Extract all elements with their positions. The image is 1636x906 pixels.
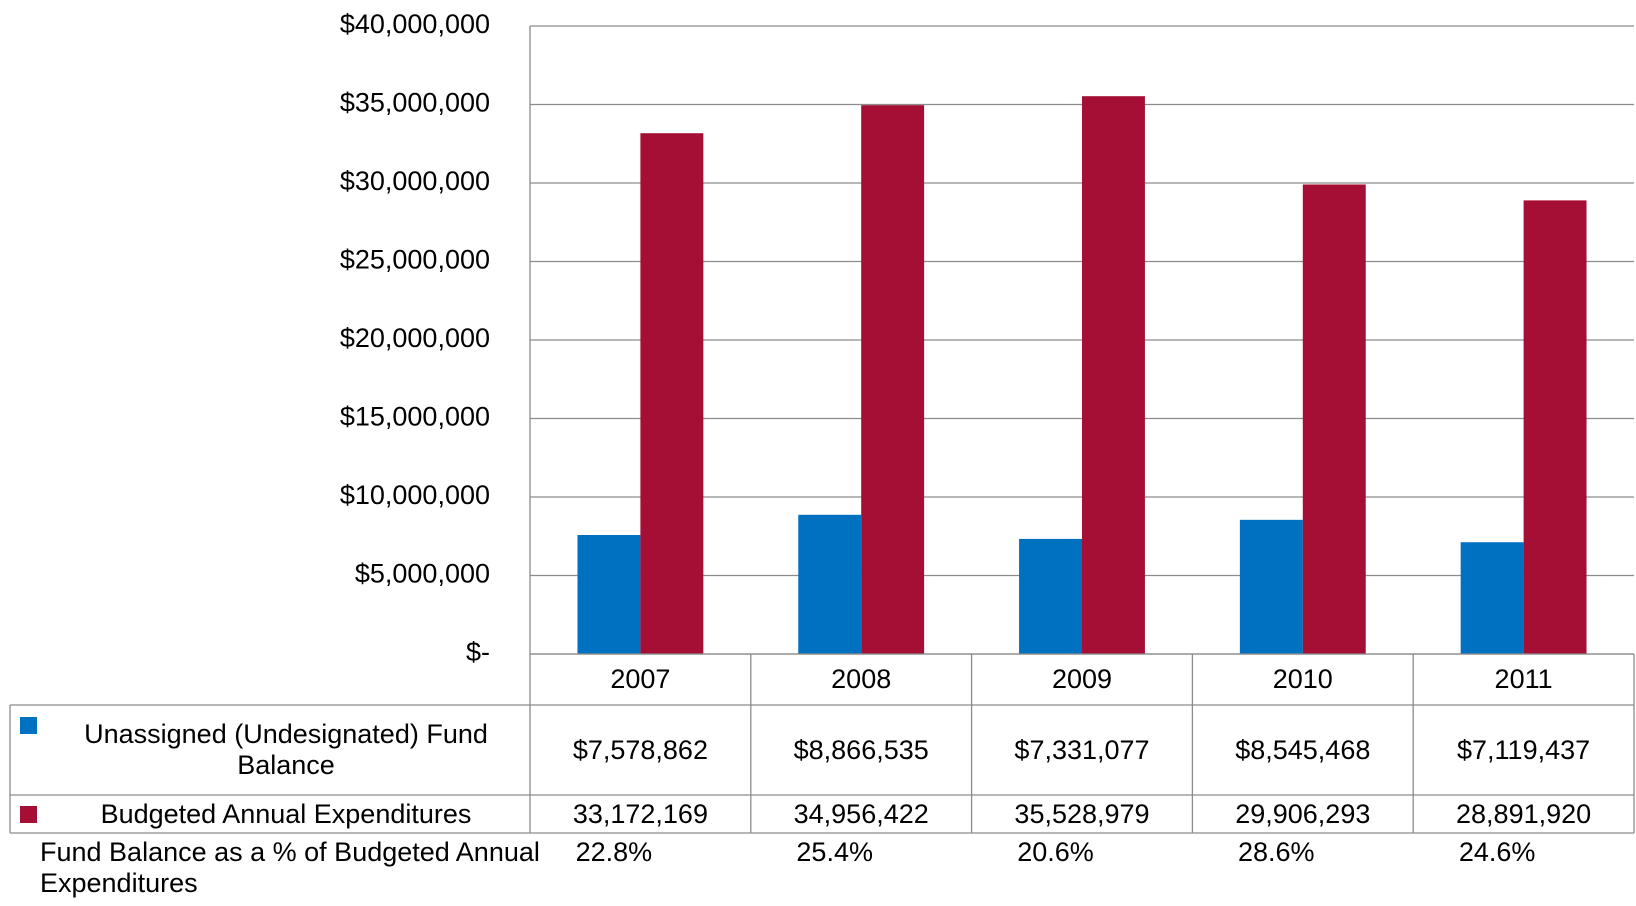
table-value: 34,956,422 (793, 798, 929, 829)
legend-label: Unassigned (Undesignated) Fund Balance (84, 719, 488, 780)
x-tick-label: 2011 (1494, 664, 1553, 694)
legend-swatch (20, 717, 37, 734)
bar (577, 535, 641, 654)
table-value: 33,172,169 (572, 798, 708, 829)
y-tick-label: $15,000,000 (340, 402, 490, 432)
y-tick-label: $35,000,000 (340, 88, 490, 118)
y-tick-label: $40,000,000 (340, 9, 490, 39)
bar (640, 133, 704, 654)
y-tick-label: $10,000,000 (340, 480, 490, 510)
table-value: 35,528,979 (1014, 798, 1150, 829)
legend-entry: Budgeted Annual Expenditures (10, 795, 530, 833)
y-tick-label: $25,000,000 (340, 245, 490, 275)
row-label: Fund Balance as a % of Budgeted Annual E… (40, 837, 540, 898)
table-value: $8,866,535 (793, 734, 929, 765)
bar (1302, 184, 1366, 655)
bar (1239, 519, 1303, 654)
legend-label: Budgeted Annual Expenditures (100, 798, 472, 829)
legend-entry: Unassigned (Undesignated) Fund Balance (10, 705, 530, 795)
bar (1523, 200, 1587, 654)
bar (1460, 542, 1524, 654)
percent-value: 25.4% (796, 836, 873, 867)
x-tick-label: 2009 (1051, 664, 1113, 694)
percent-value: 22.8% (575, 836, 653, 867)
bar (861, 105, 925, 654)
table-value: $8,545,468 (1235, 734, 1371, 765)
bar (798, 514, 862, 654)
table-value: 28,891,920 (1456, 798, 1592, 829)
percent-value: 28.6% (1238, 836, 1315, 867)
table-value: $7,119,437 (1457, 734, 1591, 765)
y-tick-label: $20,000,000 (340, 323, 490, 353)
percent-value: 24.6% (1458, 836, 1536, 867)
x-tick-label: 2007 (610, 664, 671, 694)
table-value: $7,331,077 (1014, 734, 1150, 765)
table-value: 29,906,293 (1235, 798, 1371, 829)
y-tick-label: $30,000,000 (340, 166, 490, 196)
bar (1019, 538, 1082, 654)
y-tick-label: $5,000,000 (355, 559, 490, 589)
percent-value: 20.6% (1017, 836, 1094, 867)
y-tick-label: $- (466, 637, 490, 667)
legend-swatch (20, 805, 37, 823)
table-value: $7,578,862 (572, 734, 708, 765)
x-tick-label: 2008 (831, 664, 892, 694)
x-tick-label: 2010 (1272, 664, 1333, 694)
bar (1082, 96, 1145, 655)
